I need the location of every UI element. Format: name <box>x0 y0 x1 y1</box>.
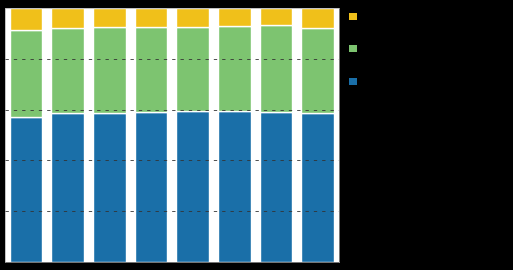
Bar <box>176 8 209 27</box>
Bar <box>218 26 251 111</box>
Bar <box>260 25 292 112</box>
Bar <box>93 8 126 27</box>
Bar <box>51 28 84 113</box>
Bar <box>93 113 126 262</box>
Bar <box>93 27 126 113</box>
Bar <box>302 113 334 262</box>
Bar <box>176 27 209 111</box>
Bar <box>218 8 251 26</box>
Bar <box>176 111 209 262</box>
Bar <box>10 8 42 30</box>
Bar <box>302 8 334 28</box>
Bar <box>260 112 292 262</box>
Bar <box>51 8 84 28</box>
Bar <box>10 30 42 117</box>
Bar <box>10 117 42 262</box>
Bar <box>302 28 334 113</box>
Bar <box>135 112 167 262</box>
Bar <box>51 113 84 262</box>
Bar <box>135 27 167 112</box>
Bar <box>260 8 292 25</box>
Bar <box>218 111 251 262</box>
Bar <box>135 8 167 27</box>
Legend: , , : , , <box>349 12 360 86</box>
